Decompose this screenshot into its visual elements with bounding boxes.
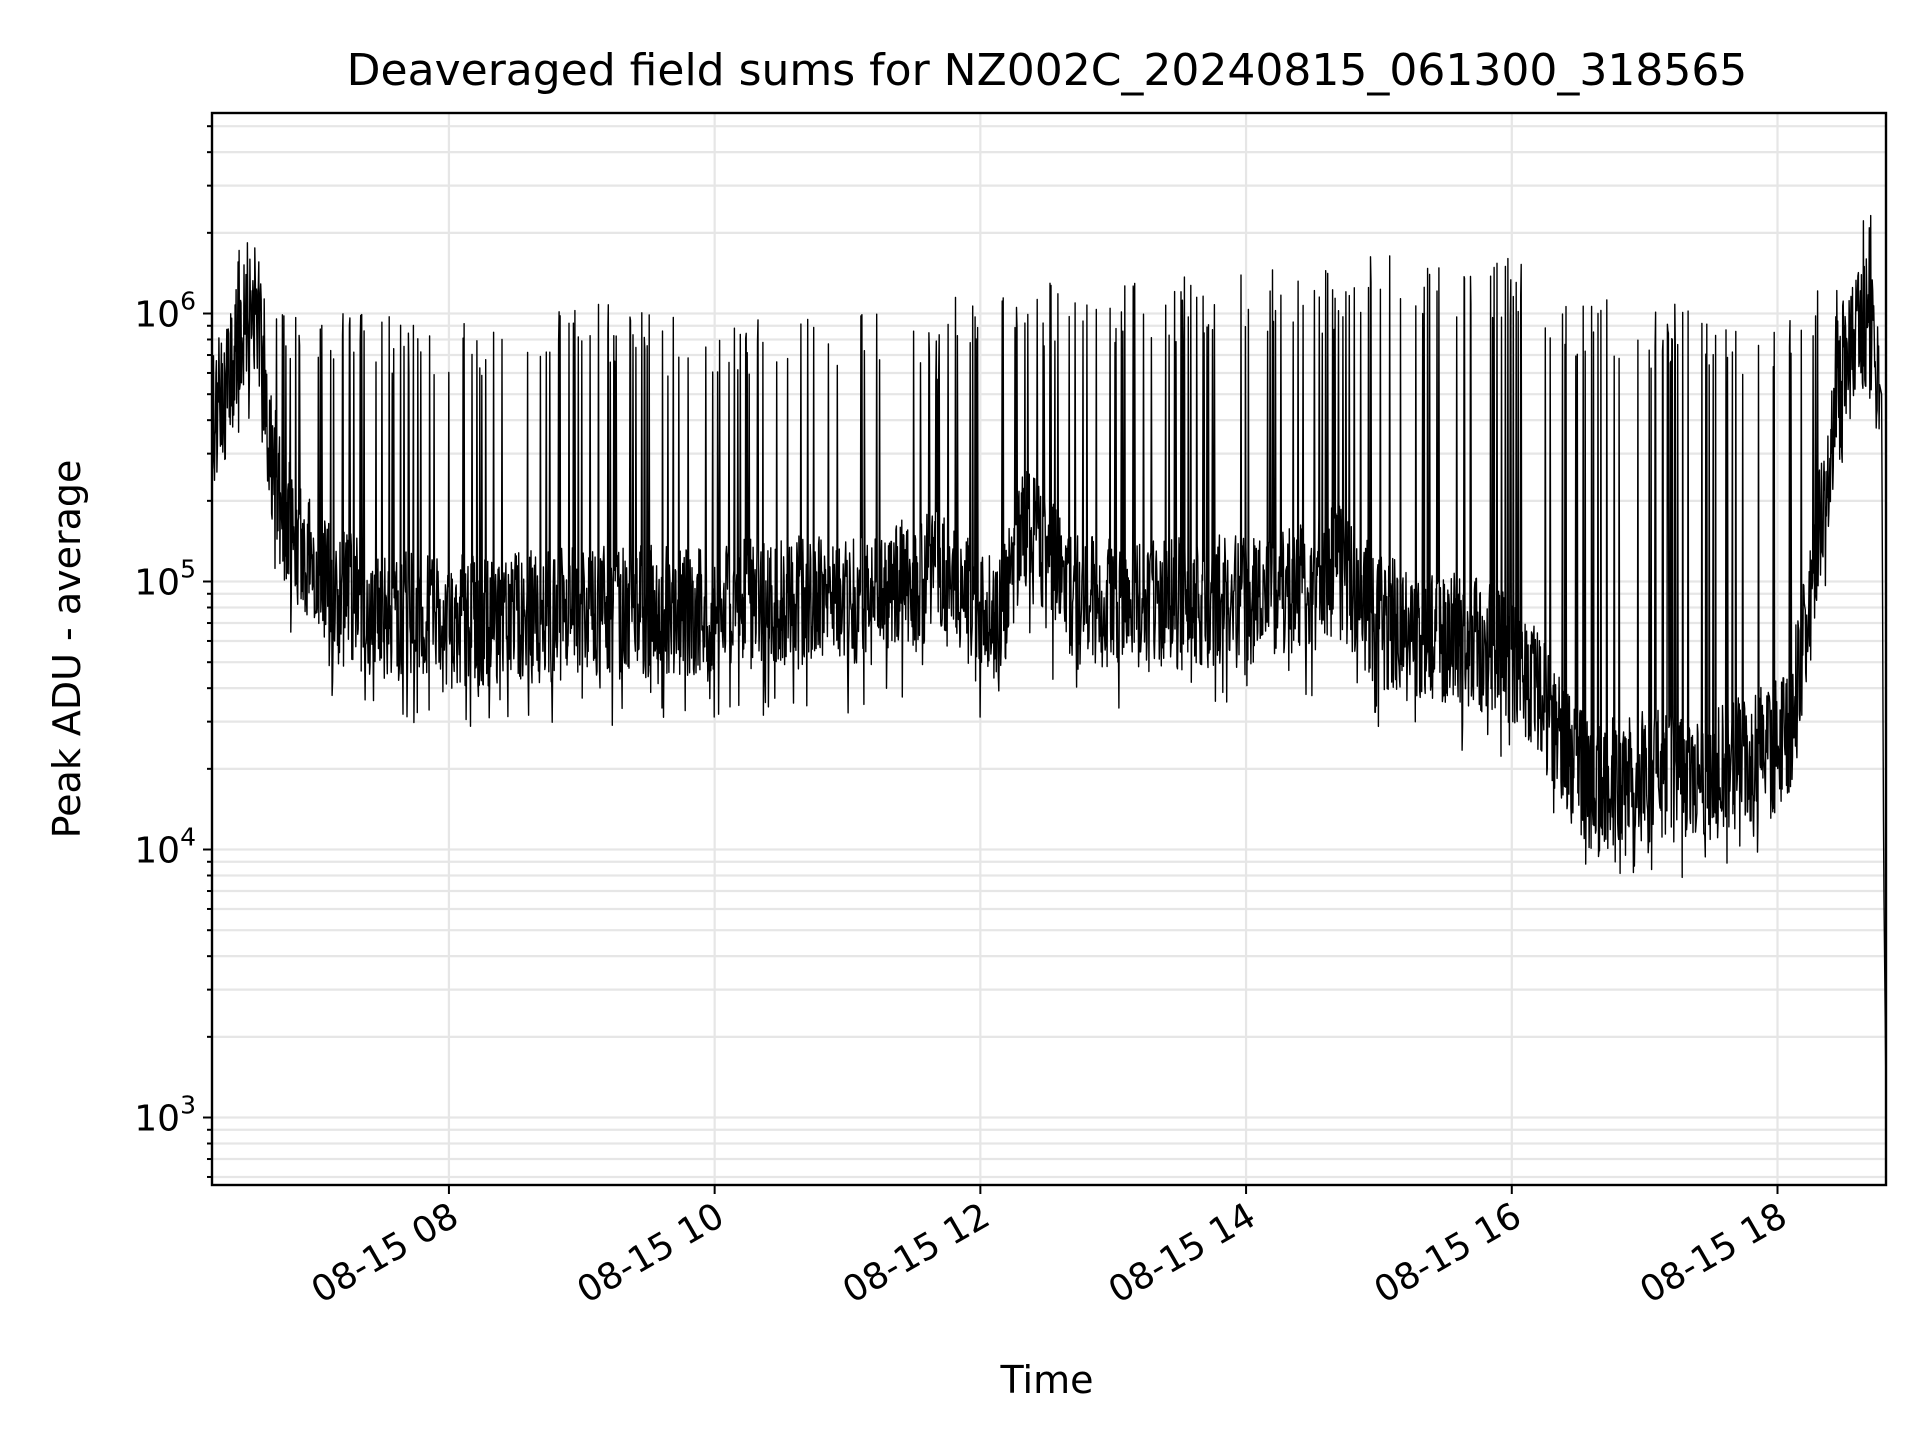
series-layer (211, 214, 1887, 1097)
y-tick-label: 104 (134, 823, 196, 872)
y-tick-label: 105 (134, 555, 196, 604)
y-tick-label: 103 (134, 1091, 196, 1140)
chart-title: Deaveraged field sums for NZ002C_2024081… (347, 45, 1748, 96)
x-axis-label: Time (1000, 1358, 1094, 1402)
y-tick-label: 106 (134, 287, 196, 336)
plot-frame (210, 111, 1888, 1187)
y-axis-label: Peak ADU - average (45, 460, 89, 839)
series-line (211, 214, 1887, 1097)
